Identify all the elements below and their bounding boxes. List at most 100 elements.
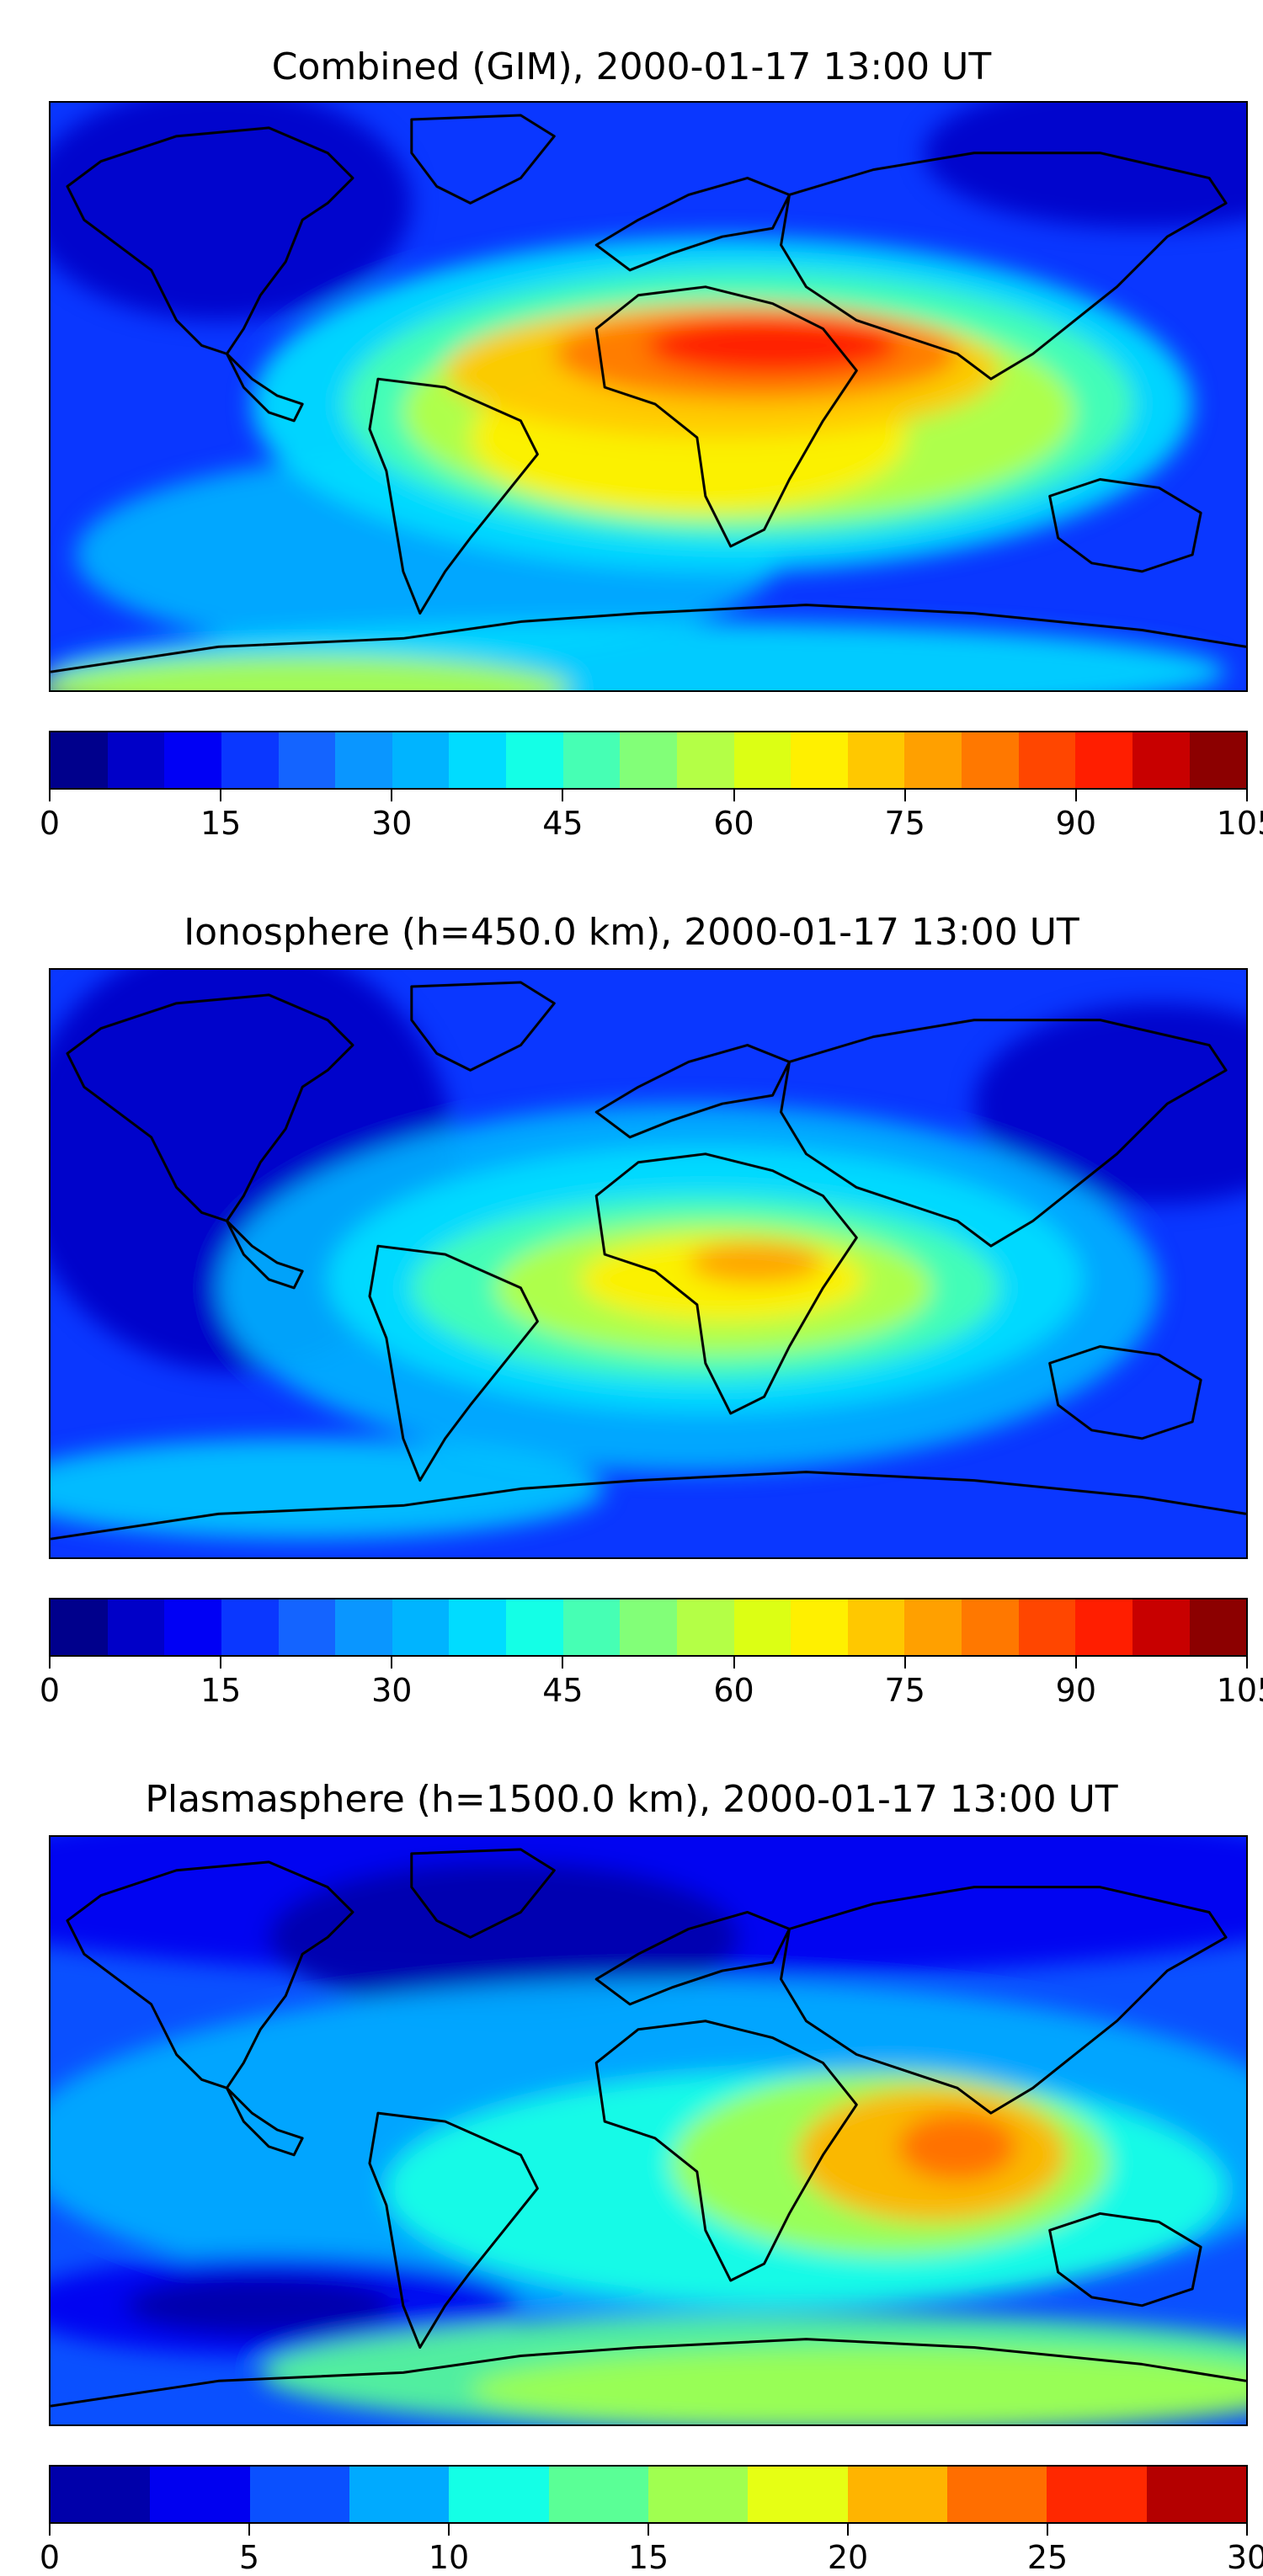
coastline (1048, 1344, 1202, 1440)
colorbar-segment (791, 732, 848, 788)
colorbar-segment (392, 732, 450, 788)
colorbar-segment (733, 732, 791, 788)
coastline (780, 1019, 1228, 1248)
colorbar-segment (1075, 732, 1132, 788)
colorbar-segment (349, 2467, 450, 2522)
colorbar-tick-label: 45 (542, 805, 584, 842)
coastline (1048, 477, 1202, 573)
colorbar-tick (733, 790, 735, 801)
colorbar-segment (506, 732, 563, 788)
colorbar-segment (449, 732, 506, 788)
coastline (594, 1043, 791, 1139)
colorbar-tick (1246, 1657, 1248, 1669)
tec-contour-blob (647, 316, 899, 375)
map-svg (51, 970, 1246, 1557)
coastline (594, 1152, 858, 1415)
coastline (780, 152, 1228, 381)
colorbar-tick-label: 30 (371, 1672, 413, 1709)
coastline (368, 1244, 539, 1482)
tec-map (49, 1835, 1248, 2426)
coastline (594, 1910, 791, 2006)
colorbar-segment (449, 1599, 506, 1655)
colorbar-tick (903, 790, 906, 801)
colorbar-segment (1075, 1599, 1132, 1655)
colorbar-tick (647, 2524, 649, 2536)
colorbar-tick-label: 0 (39, 1672, 61, 1709)
colorbar-tick (1074, 790, 1077, 801)
colorbar-segment (647, 2467, 749, 2522)
map-title: Ionosphere (h=450.0 km), 2000-01-17 13:0… (184, 911, 1079, 954)
colorbar-segment (562, 732, 621, 788)
colorbar-tick (220, 790, 222, 801)
colorbar-segment (51, 1599, 108, 1655)
colorbar (49, 731, 1248, 790)
colorbar-segment (548, 2467, 648, 2522)
colorbar-segment (847, 732, 905, 788)
colorbar-tick (248, 2524, 250, 2536)
colorbar-segment (1132, 1599, 1190, 1655)
colorbar-tick-label: 0 (39, 805, 61, 842)
colorbar-tick-label: 45 (542, 1672, 584, 1709)
colorbar-tick (733, 1657, 735, 1669)
tec-map (49, 101, 1248, 692)
coastline (780, 1886, 1228, 2115)
colorbar-tick (1246, 2524, 1248, 2536)
tec-contour-blob (125, 2276, 395, 2335)
colorbar-tick-label: 5 (238, 2539, 260, 2576)
colorbar-segment (1018, 732, 1076, 788)
colorbar-tick-label: 105 (1216, 1672, 1263, 1709)
colorbar-segment (249, 2467, 349, 2522)
colorbar-segment (1132, 732, 1190, 788)
colorbar-segment (562, 1599, 621, 1655)
colorbar-tick-label: 15 (200, 805, 242, 842)
colorbar-tick-label: 0 (39, 2539, 61, 2576)
tec-contour-blob (688, 1242, 823, 1284)
colorbar-tick (49, 2524, 51, 2536)
colorbar-segment (748, 2467, 848, 2522)
colorbar-tick (220, 1657, 222, 1669)
colorbar-tick-label: 75 (884, 805, 925, 842)
colorbar-tick (562, 1657, 564, 1669)
colorbar-tick (391, 790, 393, 801)
colorbar-tick-label: 105 (1216, 805, 1263, 842)
colorbar-segment (107, 1599, 165, 1655)
coastline (368, 2111, 539, 2350)
colorbar (49, 1598, 1248, 1657)
colorbar-segment (904, 1599, 962, 1655)
colorbar-tick-label: 60 (713, 805, 754, 842)
colorbar-tick-label: 20 (827, 2539, 869, 2576)
colorbar-segment (335, 1599, 392, 1655)
colorbar-tick (1047, 2524, 1048, 2536)
colorbar-tick (847, 2524, 849, 2536)
colorbar-segment (620, 1599, 677, 1655)
tec-contour-blob (51, 1438, 605, 1540)
colorbar-ticks: 0 15 30 45 60 75 90 105 (40, 790, 1263, 842)
coastline (368, 377, 539, 615)
map-title: Plasmasphere (h=1500.0 km), 2000-01-17 1… (145, 1778, 1118, 1821)
colorbar-segment (107, 732, 165, 788)
colorbar-segment (221, 732, 279, 788)
coastline (66, 126, 354, 355)
colorbar-tick-label: 30 (371, 805, 413, 842)
colorbar-segment (847, 1599, 905, 1655)
colorbar-segment (1146, 2467, 1246, 2522)
colorbar (49, 2465, 1248, 2524)
coastline (66, 1860, 354, 2089)
colorbar-segment (449, 2467, 549, 2522)
colorbar-segment (1189, 1599, 1247, 1655)
colorbar-segment (791, 1599, 848, 1655)
coastline (594, 176, 791, 272)
tec-contour-blob (924, 103, 1246, 229)
colorbar-segment (946, 2467, 1047, 2522)
colorbar-segment (278, 1599, 336, 1655)
colorbar-tick-label: 75 (884, 1672, 925, 1709)
coastline (225, 352, 304, 423)
colorbar-segment (51, 2467, 151, 2522)
tec-contour-blob (470, 2347, 1246, 2424)
colorbar-tick (49, 790, 51, 801)
colorbar-segment (962, 1599, 1019, 1655)
colorbar-segment (1047, 2467, 1147, 2522)
colorbar-tick (391, 1657, 393, 1669)
colorbar-tick (1074, 1657, 1077, 1669)
colorbar-segment (847, 2467, 947, 2522)
